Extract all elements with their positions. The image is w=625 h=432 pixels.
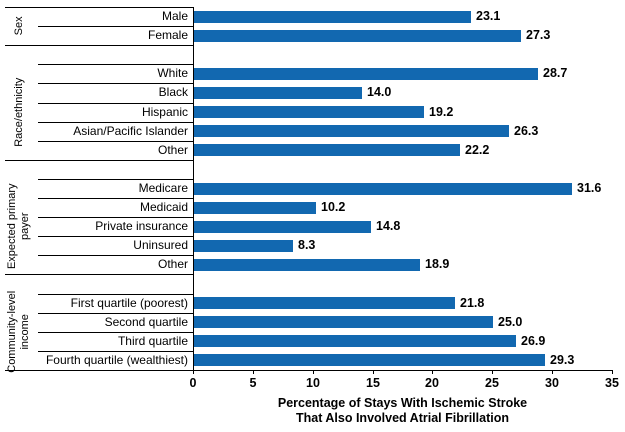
value-label: 26.9	[521, 333, 546, 348]
value-label: 29.3	[550, 352, 575, 367]
bar	[194, 29, 521, 42]
x-axis-tick	[253, 370, 254, 374]
group-label-line: Sex	[12, 16, 25, 36]
x-axis-tick-label: 35	[605, 376, 619, 390]
category-label: First quartile (poorest)	[70, 295, 188, 310]
bar	[194, 67, 538, 80]
x-axis-tick	[313, 370, 314, 374]
group-label-line: Community-level	[6, 290, 18, 373]
bar	[194, 220, 371, 233]
category-label: Medicare	[138, 180, 188, 195]
value-label: 18.9	[425, 257, 450, 272]
x-axis-tick	[492, 370, 493, 374]
value-label: 23.1	[476, 9, 501, 23]
value-label: 26.3	[514, 123, 539, 138]
category-label: Asian/Pacific Islander	[73, 123, 188, 138]
x-axis-tick-label: 20	[425, 376, 439, 390]
category-separator-line	[38, 351, 193, 352]
x-axis-title-line2: That Also Involved Atrial Fibrillation	[296, 411, 509, 425]
category-label: Male	[161, 9, 188, 23]
bar	[194, 258, 420, 271]
group-separator-line	[5, 274, 193, 275]
group-label: Race/ethnicity	[2, 64, 36, 160]
bar	[194, 335, 516, 348]
group-label-line: Race/ethnicity	[12, 77, 25, 147]
group-label: Community-level income	[2, 290, 36, 373]
value-label: 28.7	[543, 66, 568, 81]
value-label: 31.6	[577, 180, 602, 195]
value-label: 22.2	[465, 142, 490, 157]
category-label: Hispanic	[141, 104, 188, 119]
x-axis-title-line1: Percentage of Stays With Ischemic Stroke	[277, 396, 528, 410]
category-separator-line	[38, 255, 193, 256]
category-label: Second quartile	[104, 314, 188, 329]
x-axis-title: Percentage of Stays With Ischemic Stroke…	[193, 396, 612, 426]
x-axis-tick-label: 25	[485, 376, 499, 390]
bar	[194, 316, 493, 329]
category-label: Uninsured	[133, 238, 188, 253]
category-separator-line	[38, 83, 193, 84]
category-separator-line	[38, 141, 193, 142]
category-separator-line	[38, 294, 193, 295]
category-label: White	[157, 66, 188, 81]
x-axis-line	[5, 370, 613, 371]
bar	[194, 297, 455, 310]
bar	[194, 10, 471, 23]
group-separator-line	[5, 45, 193, 46]
category-separator-line	[38, 179, 193, 180]
category-separator-line	[38, 236, 193, 237]
x-axis-tick	[612, 370, 613, 374]
bar	[194, 106, 424, 119]
category-separator-line	[38, 103, 193, 104]
x-axis-tick	[373, 370, 374, 374]
x-axis-tick-label: 15	[366, 376, 380, 390]
bar	[194, 144, 460, 157]
bar	[194, 125, 509, 138]
bar	[194, 354, 545, 367]
y-axis-line	[193, 7, 194, 370]
category-label: Third quartile	[117, 333, 188, 348]
category-label: Private insurance	[95, 219, 188, 234]
group-separator-line	[5, 7, 193, 8]
category-separator-line	[38, 26, 193, 27]
x-axis-tick	[193, 370, 194, 374]
value-label: 21.8	[460, 295, 485, 310]
group-separator-line	[5, 160, 193, 161]
x-axis-tick-label: 10	[306, 376, 320, 390]
value-label: 8.3	[298, 238, 316, 253]
category-label: Black	[158, 85, 188, 100]
x-axis-tick-label: 30	[545, 376, 559, 390]
value-label: 14.8	[376, 219, 401, 234]
x-axis-tick-label: 0	[189, 376, 197, 390]
x-axis-tick	[432, 370, 433, 374]
group-label-line: income	[19, 314, 31, 350]
value-label: 14.0	[367, 85, 392, 100]
bar	[194, 86, 362, 99]
bar	[194, 201, 316, 214]
category-label: Fourth quartile (wealthiest)	[45, 352, 188, 367]
group-label: Expected primary payer	[2, 179, 36, 275]
bar	[194, 239, 293, 252]
group-label: Sex	[2, 7, 36, 45]
category-label: Female	[147, 28, 188, 43]
x-axis-tick	[552, 370, 553, 374]
value-label: 10.2	[321, 200, 346, 215]
value-label: 25.0	[498, 314, 523, 329]
category-label: Medicaid	[139, 200, 188, 215]
bar	[194, 182, 572, 195]
category-separator-line	[38, 313, 193, 314]
group-label-line: Expected primary	[6, 183, 18, 270]
category-separator-line	[38, 198, 193, 199]
category-separator-line	[38, 122, 193, 123]
category-separator-line	[38, 217, 193, 218]
category-label: Other	[157, 142, 188, 157]
value-label: 19.2	[429, 104, 454, 119]
category-separator-line	[38, 64, 193, 65]
category-separator-line	[38, 332, 193, 333]
value-label: 27.3	[526, 28, 551, 43]
group-label-line: payer	[19, 212, 31, 241]
x-axis-tick-label: 5	[249, 376, 257, 390]
category-label: Other	[157, 257, 188, 272]
